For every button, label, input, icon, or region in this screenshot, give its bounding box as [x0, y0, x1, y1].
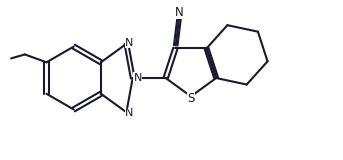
- Text: N: N: [175, 5, 184, 19]
- Text: N: N: [125, 38, 133, 48]
- Text: S: S: [187, 92, 194, 105]
- Text: N: N: [133, 73, 142, 83]
- Text: N: N: [125, 108, 133, 118]
